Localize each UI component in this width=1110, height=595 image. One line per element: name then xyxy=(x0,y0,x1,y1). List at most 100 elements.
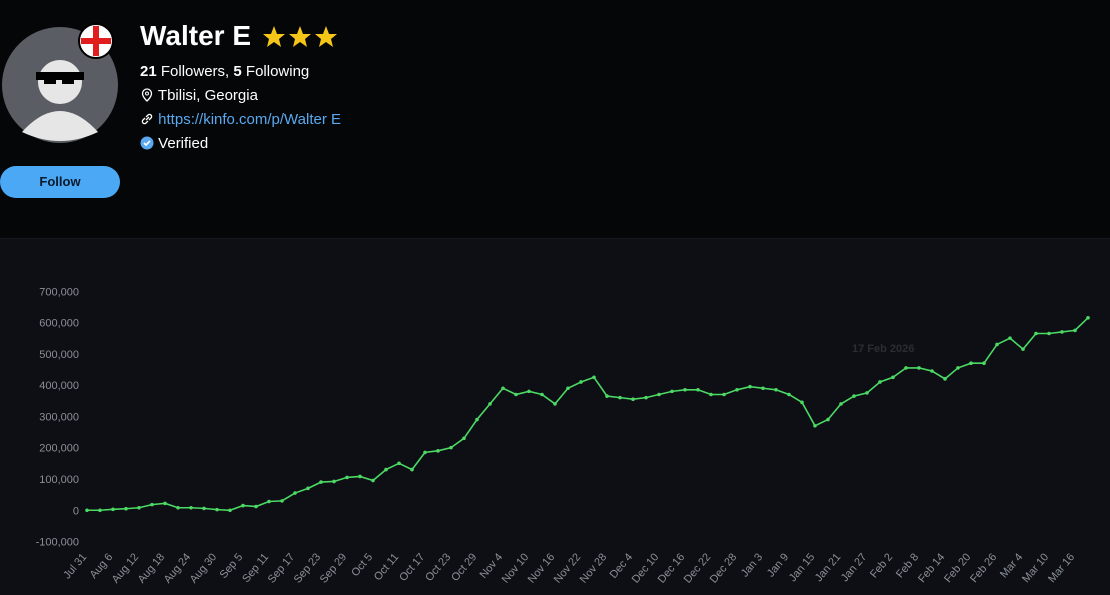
data-point xyxy=(709,392,713,397)
data-point xyxy=(475,417,479,422)
data-point xyxy=(891,375,895,380)
location-icon xyxy=(141,88,153,102)
data-point xyxy=(280,499,284,503)
data-point xyxy=(696,388,700,392)
data-point xyxy=(397,461,401,466)
data-point xyxy=(774,388,778,392)
data-point xyxy=(956,366,960,370)
data-point xyxy=(527,389,531,394)
data-point xyxy=(683,388,687,392)
verified: Verified xyxy=(158,135,209,152)
y-tick-label: 600,000 xyxy=(39,318,79,330)
data-point xyxy=(1086,316,1090,320)
data-point xyxy=(267,499,271,504)
data-point xyxy=(605,394,609,398)
data-point xyxy=(670,389,674,394)
data-point xyxy=(345,475,349,480)
y-tick-label: -100,000 xyxy=(36,537,79,549)
tooltip-title: 17 Feb 2026 xyxy=(852,343,914,355)
location: Tbilisi, Georgia xyxy=(157,87,258,104)
data-point xyxy=(657,392,661,397)
data-point xyxy=(111,507,115,512)
data-point xyxy=(592,375,596,380)
profile-header: Walter E 21 Followers, 5 Following Tbili… xyxy=(0,0,1110,239)
data-point xyxy=(293,491,297,495)
avatar xyxy=(2,23,118,143)
following-count: 5 xyxy=(233,63,242,80)
profile-link[interactable]: https://kinfo.com/p/Walter E xyxy=(158,111,342,128)
data-point xyxy=(488,402,492,406)
data-point xyxy=(631,397,635,401)
data-point xyxy=(1047,331,1051,336)
data-point xyxy=(865,391,869,395)
data-point xyxy=(85,508,89,513)
data-point xyxy=(124,506,128,511)
chart: 17 Feb 2026 -100,000 0 100,000 200,000 300,0… xyxy=(0,239,1110,595)
following-label: Following xyxy=(245,63,310,80)
data-point xyxy=(566,386,570,391)
followers-label: Followers, xyxy=(160,63,230,80)
data-line xyxy=(87,317,1089,512)
data-point xyxy=(254,504,258,509)
data-point xyxy=(176,505,180,510)
data-point xyxy=(241,503,245,508)
data-point xyxy=(462,436,466,441)
data-point xyxy=(215,507,219,512)
data-point xyxy=(189,505,193,510)
data-point xyxy=(787,392,791,397)
follow-button[interactable]: Follow xyxy=(0,166,120,198)
follow-stats: 21 Followers, 5 Following xyxy=(140,63,309,80)
data-point xyxy=(202,506,206,511)
data-point xyxy=(1073,328,1077,333)
link-icon xyxy=(141,113,153,125)
data-point xyxy=(735,388,739,392)
data-point xyxy=(423,450,427,455)
y-tick-label: 700,000 xyxy=(39,286,79,298)
verified-icon xyxy=(140,136,154,150)
data-point xyxy=(930,369,934,373)
y-tick-label: 0 xyxy=(73,505,79,517)
data-point xyxy=(982,361,986,366)
data-point xyxy=(553,402,557,406)
link-row: https://kinfo.com/p/Walter E xyxy=(140,111,341,128)
data-point xyxy=(501,386,505,391)
data-point xyxy=(761,386,765,391)
data-point xyxy=(904,366,908,370)
data-point xyxy=(436,449,440,453)
followers-count: 21 xyxy=(140,63,157,80)
rating-stars xyxy=(263,26,337,47)
data-point xyxy=(514,392,518,397)
verified-row: Verified xyxy=(140,135,208,152)
data-point xyxy=(852,394,856,398)
data-point xyxy=(748,384,752,389)
y-tick-label: 100,000 xyxy=(39,474,79,486)
data-point xyxy=(98,508,102,513)
data-point xyxy=(813,423,817,428)
data-point xyxy=(228,508,232,513)
y-tick-label: 500,000 xyxy=(39,349,79,361)
location-row: Tbilisi, Georgia xyxy=(140,87,258,104)
data-point xyxy=(150,502,154,507)
data-point xyxy=(332,479,336,484)
data-point xyxy=(1021,347,1025,351)
data-point xyxy=(137,505,141,510)
y-tick-label: 300,000 xyxy=(39,411,79,423)
data-point xyxy=(163,501,167,506)
data-point xyxy=(1034,331,1038,336)
data-point xyxy=(540,392,544,397)
data-point xyxy=(319,480,323,484)
data-point xyxy=(943,377,947,381)
data-point xyxy=(618,395,622,400)
data-point xyxy=(384,467,388,472)
data-point xyxy=(722,392,726,397)
data-point xyxy=(1060,330,1064,334)
data-point xyxy=(306,486,310,491)
data-point xyxy=(371,478,375,483)
chart-background xyxy=(0,239,1110,595)
data-point xyxy=(800,400,804,405)
data-point xyxy=(644,395,648,400)
data-point xyxy=(1008,336,1012,340)
data-point xyxy=(969,361,973,366)
data-point xyxy=(995,342,999,347)
